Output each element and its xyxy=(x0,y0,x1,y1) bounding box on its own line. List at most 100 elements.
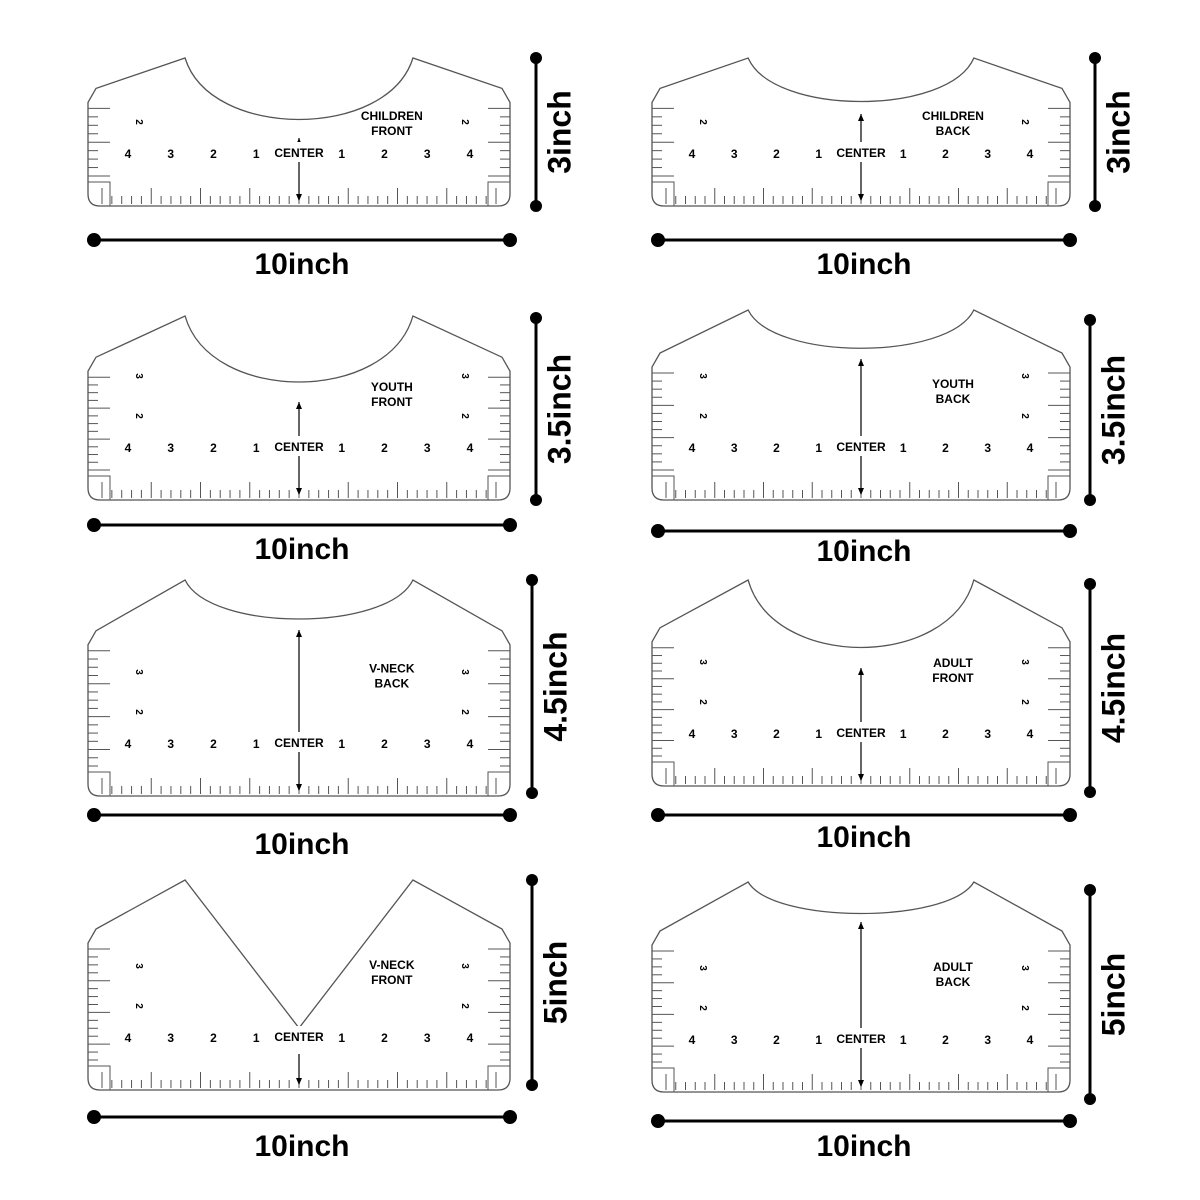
ruler-number: 2 xyxy=(210,441,217,455)
ruler-number: 4 xyxy=(689,727,696,741)
ruler-number: 2 xyxy=(381,1031,388,1045)
ruler-number: 4 xyxy=(467,147,474,161)
ruler-number: 2 xyxy=(773,727,780,741)
guide-title-line: V-NECK xyxy=(369,958,415,972)
side-number: 3 xyxy=(697,373,708,379)
ruler-number: 2 xyxy=(942,727,949,741)
center-label: CENTER xyxy=(274,1030,324,1044)
guide-title-line: FRONT xyxy=(371,395,413,409)
height-label: 4.5inch xyxy=(1095,633,1131,743)
corner-mark xyxy=(652,475,675,500)
center-arrow-icon xyxy=(858,488,864,495)
ruler-number: 4 xyxy=(125,737,132,751)
side-number: 2 xyxy=(459,1003,470,1009)
center-arrow-icon xyxy=(296,194,302,201)
ruler-number: 4 xyxy=(467,1031,474,1045)
guide-title-line: FRONT xyxy=(371,973,413,987)
side-number: 2 xyxy=(1019,1005,1030,1011)
guide-outline xyxy=(87,57,511,207)
height-label: 3inch xyxy=(1100,90,1136,174)
side-number: 3 xyxy=(1019,373,1030,379)
center-label: CENTER xyxy=(274,440,324,454)
dimension-endpoint xyxy=(1084,494,1096,506)
ruler-number: 1 xyxy=(900,147,907,161)
center-label-bg xyxy=(832,722,890,742)
center-label-bg xyxy=(270,1026,328,1046)
center-label: CENTER xyxy=(836,146,886,160)
guide-title-line: CHILDREN xyxy=(922,109,984,123)
ruler-number: 4 xyxy=(125,1031,132,1045)
ruler-number: 1 xyxy=(253,441,260,455)
ruler-number: 1 xyxy=(338,737,345,751)
dimension-endpoint xyxy=(1084,314,1096,326)
corner-mark xyxy=(652,761,675,786)
ruler-number: 2 xyxy=(773,147,780,161)
ruler-number: 3 xyxy=(424,441,431,455)
ruler-number: 2 xyxy=(381,147,388,161)
center-label: CENTER xyxy=(274,146,324,160)
center-label-bg xyxy=(270,732,328,752)
ruler-number: 4 xyxy=(467,737,474,751)
dimension-endpoint xyxy=(503,233,517,247)
side-number: 2 xyxy=(1019,119,1030,125)
height-label: 5inch xyxy=(537,941,573,1025)
side-number: 2 xyxy=(459,119,470,125)
center-label-bg xyxy=(270,436,328,456)
guide-outline xyxy=(87,879,511,1091)
side-number: 3 xyxy=(697,965,708,971)
side-number: 2 xyxy=(1019,413,1030,419)
dimension-endpoint xyxy=(1063,808,1077,822)
side-number: 2 xyxy=(1019,699,1030,705)
corner-mark xyxy=(1047,1067,1070,1092)
ruler-number: 3 xyxy=(424,737,431,751)
dimension-endpoint xyxy=(503,808,517,822)
center-label-bg xyxy=(832,436,890,456)
center-arrow-icon xyxy=(296,784,302,791)
dimension-endpoint xyxy=(87,808,101,822)
guide-title-line: CHILDREN xyxy=(361,109,423,123)
width-label: 10inch xyxy=(816,821,911,854)
ruler-number: 1 xyxy=(338,147,345,161)
height-label: 3.5inch xyxy=(1095,355,1131,465)
height-label: 3inch xyxy=(541,90,577,174)
ruler-number: 2 xyxy=(210,1031,217,1045)
ruler-number: 2 xyxy=(773,1033,780,1047)
ruler-number: 4 xyxy=(1027,147,1034,161)
ruler-number: 1 xyxy=(900,727,907,741)
ruler-number: 2 xyxy=(381,737,388,751)
ruler-number: 1 xyxy=(900,1033,907,1047)
ruler-number: 4 xyxy=(125,441,132,455)
ruler-number: 2 xyxy=(210,737,217,751)
ruler-number: 3 xyxy=(167,737,174,751)
corner-mark xyxy=(652,181,675,206)
corner-mark xyxy=(652,1067,675,1092)
side-number: 3 xyxy=(459,669,470,675)
side-number: 3 xyxy=(133,669,144,675)
dimension-endpoint xyxy=(530,312,542,324)
ruler-number: 3 xyxy=(984,147,991,161)
width-label: 10inch xyxy=(254,248,349,281)
corner-mark xyxy=(487,1065,510,1090)
ruler-number: 3 xyxy=(984,727,991,741)
dimension-endpoint xyxy=(530,52,542,64)
dimension-endpoint xyxy=(526,874,538,886)
ruler-number: 4 xyxy=(1027,727,1034,741)
ruler-number: 1 xyxy=(815,441,822,455)
side-number: 2 xyxy=(697,413,708,419)
ruler-number: 1 xyxy=(815,147,822,161)
dimension-endpoint xyxy=(87,1110,101,1124)
center-arrow-icon xyxy=(296,1078,302,1085)
ruler-number: 3 xyxy=(984,1033,991,1047)
guide-title-line: BACK xyxy=(375,676,410,690)
ruler-number: 4 xyxy=(1027,441,1034,455)
ruler-number: 3 xyxy=(167,1031,174,1045)
dimension-endpoint xyxy=(651,524,665,538)
side-number: 2 xyxy=(697,1005,708,1011)
center-arrow-icon xyxy=(858,922,864,929)
dimension-endpoint xyxy=(1084,1093,1096,1105)
guide-title-line: BACK xyxy=(936,392,971,406)
